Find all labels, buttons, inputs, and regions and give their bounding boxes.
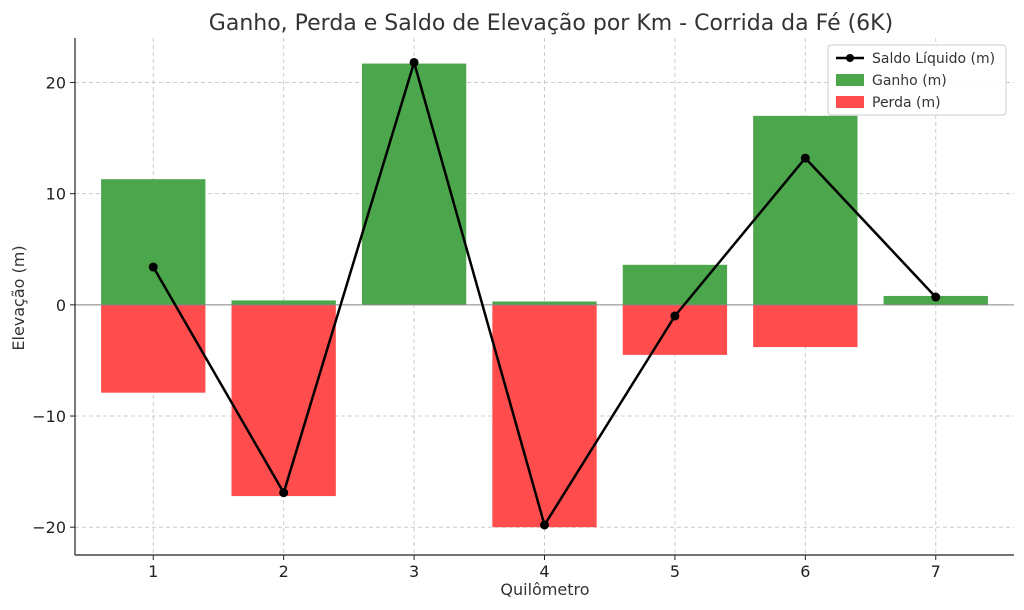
- x-tick-label: 5: [670, 562, 680, 581]
- x-tick-label: 2: [279, 562, 289, 581]
- legend-label: Ganho (m): [872, 73, 947, 89]
- net-balance-point-5: [670, 311, 680, 321]
- x-tick-label: 6: [800, 562, 810, 581]
- gain-bar-5: [622, 264, 728, 305]
- net-line: [148, 57, 941, 530]
- x-tick-label: 3: [409, 562, 419, 581]
- legend-label: Perda (m): [872, 95, 941, 111]
- x-tick-label: 7: [931, 562, 941, 581]
- loss-bar-1: [101, 304, 206, 393]
- tick-labels: −20 −10 0 10 20 1 2 3 4 5 6 7: [32, 73, 941, 581]
- x-tick-label: 1: [148, 562, 158, 581]
- net-balance-point-6: [800, 153, 810, 163]
- gain-bar-2: [231, 300, 336, 305]
- legend-line-marker: [846, 54, 854, 62]
- x-axis-label: Quilômetro: [500, 580, 589, 599]
- chart-title: Ganho, Perda e Saldo de Elevação por Km …: [209, 11, 893, 36]
- x-tick-label: 4: [539, 562, 549, 581]
- gain-bar-6: [753, 115, 858, 305]
- y-tick-label: −20: [32, 518, 66, 537]
- bars: [101, 63, 988, 528]
- net-balance-point-2: [279, 488, 289, 498]
- net-balance-point-3: [409, 57, 419, 67]
- loss-bar-4: [492, 304, 597, 528]
- loss-bar-2: [231, 304, 336, 497]
- legend-bar-swatch: [836, 74, 864, 86]
- y-tick-label: 10: [46, 185, 66, 204]
- legend-label: Saldo Líquido (m): [872, 51, 995, 67]
- net-balance-point-1: [148, 262, 158, 272]
- legend: Saldo Líquido (m) Ganho (m) Perda (m): [827, 44, 1007, 116]
- loss-bar-6: [753, 304, 858, 348]
- gain-bar-4: [492, 301, 597, 305]
- y-tick-label: 20: [46, 73, 66, 92]
- y-tick-label: 0: [56, 296, 66, 315]
- legend-bar-swatch: [836, 96, 864, 108]
- net-balance-point-7: [931, 292, 941, 302]
- y-axis-label: Elevação (m): [9, 245, 28, 350]
- y-tick-label: −10: [32, 407, 66, 426]
- net-balance-point-4: [540, 520, 549, 530]
- gain-bar-1: [101, 179, 206, 305]
- legend-box: [827, 44, 1007, 116]
